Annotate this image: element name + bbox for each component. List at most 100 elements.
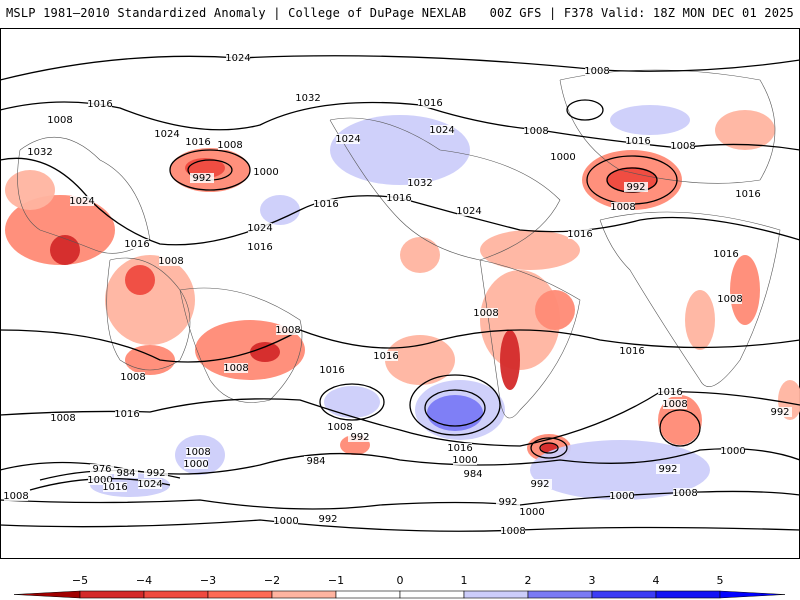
isobar-label: 1016 (625, 136, 650, 147)
isobar-label: 1016 (87, 99, 112, 110)
isobar-label: 1032 (27, 147, 52, 158)
isobar-label: 1008 (500, 526, 525, 537)
isobar-label: 1008 (717, 294, 742, 305)
isobar-label: 1016 (102, 482, 127, 493)
isobar-label: 1032 (407, 178, 432, 189)
isobar-label: 992 (658, 464, 677, 475)
isobar-label: 1000 (609, 491, 634, 502)
isobar-label: 1008 (327, 422, 352, 433)
anomaly-region (480, 230, 580, 270)
colorbar-tick-label: −2 (264, 574, 280, 587)
anomaly-region (50, 235, 80, 265)
colorbar-bin (463, 590, 529, 599)
colorbar-tick-label: −4 (136, 574, 152, 587)
anomaly-region (324, 386, 380, 418)
isobar-label: 1008 (50, 413, 75, 424)
isobar-label: 1016 (735, 189, 760, 200)
isobar-label: 984 (463, 469, 482, 480)
colorbar-bin (143, 590, 209, 599)
isobar-label: 992 (350, 432, 369, 443)
isobar-label: 1008 (3, 491, 28, 502)
isobar-label: 1016 (619, 346, 644, 357)
isobar-label: 992 (192, 173, 211, 184)
coastlines (17, 69, 781, 419)
isobar-label: 1008 (47, 115, 72, 126)
isobar-label: 1000 (87, 475, 112, 486)
colorbar-bin (79, 590, 145, 599)
isobar-label: 992 (626, 182, 645, 193)
isobar-label: 1016 (417, 98, 442, 109)
isobar-label: 1008 (662, 399, 687, 410)
colorbar-tick-label: 5 (717, 574, 724, 587)
isobar-label: 1008 (185, 447, 210, 458)
isobar-label: 1000 (452, 455, 477, 466)
colorbar-tick-label: 0 (397, 574, 404, 587)
anomaly-region (500, 330, 520, 390)
isobar-label: 1000 (253, 167, 278, 178)
anomaly-region (5, 170, 55, 210)
isobar-label: 1024 (69, 196, 94, 207)
isobar-label: 1000 (183, 459, 208, 470)
isobar-label: 1008 (223, 363, 248, 374)
mslp-anomaly-map: 1024 1008 1016 1008 1032 1016 1024 1016 1008 1032… (0, 28, 800, 559)
isobar-label: 1008 (217, 140, 242, 151)
isobar-label: 1000 (519, 507, 544, 518)
anomaly-region (400, 237, 440, 273)
colorbar-bin (335, 590, 401, 599)
colorbar-tick-label: 1 (461, 574, 468, 587)
colorbar-tick-label: 4 (653, 574, 660, 587)
anomaly-region (125, 345, 175, 375)
map-title: MSLP 1981–2010 Standardized Anomaly | Co… (6, 6, 467, 20)
isobar-label: 1016 (373, 351, 398, 362)
anomaly-region (480, 270, 560, 370)
isobar-label: 1016 (185, 137, 210, 148)
anomaly-region (5, 195, 115, 265)
colorbar-tick-label: −1 (328, 574, 344, 587)
isobar-label: 1000 (273, 516, 298, 527)
isobar-label: 992 (318, 514, 337, 525)
isobar-label: 984 (116, 468, 135, 479)
colorbar-bin (399, 590, 465, 599)
isobar-label: 1016 (114, 409, 139, 420)
isobar-label: 1016 (386, 193, 411, 204)
colorbar-extend-high (719, 590, 786, 599)
isobars (0, 55, 800, 532)
colorbar: −5 −4 −3 −2 −1 0 1 2 3 4 5 (13, 574, 786, 599)
isobar-label: 1024 (456, 206, 481, 217)
isobar-label: 1024 (247, 223, 272, 234)
anomaly-region (610, 105, 690, 135)
anomaly-region (535, 290, 575, 330)
isobar-label: 1016 (447, 443, 472, 454)
anomaly-region (530, 440, 710, 500)
colorbar-bin (591, 590, 657, 599)
isobar-label: 1008 (610, 202, 635, 213)
colorbar-bin (655, 590, 721, 599)
isobar-label: 992 (498, 497, 517, 508)
isobar-label: 1008 (275, 325, 300, 336)
anomaly-region (125, 265, 155, 295)
isobar-label: 1000 (550, 152, 575, 163)
colorbar-bin (271, 590, 337, 599)
isobar-label: 976 (92, 464, 111, 475)
isobar-label: 1016 (567, 229, 592, 240)
anomaly-region (105, 255, 195, 345)
colorbar-tick-label: 2 (525, 574, 532, 587)
isobar-label: 992 (146, 468, 165, 479)
isobar-labels: 1024 1008 1016 1008 1032 1016 1024 1016 1008 1032… (3, 53, 792, 537)
isobar-label: 1016 (124, 239, 149, 250)
anomaly-region (427, 395, 483, 431)
isobar-label: 1016 (247, 242, 272, 253)
isobar-label: 1008 (672, 488, 697, 499)
isobar-label: 1008 (473, 308, 498, 319)
isobar-label: 984 (306, 456, 325, 467)
isobar-label: 1000 (720, 446, 745, 457)
colorbar-tick-label: −5 (72, 574, 88, 587)
colorbar-extend-low (13, 590, 81, 599)
isobar-label: 992 (770, 407, 789, 418)
isobar-label: 1016 (319, 365, 344, 376)
valid-time: 00Z GFS | F378 Valid: 18Z MON DEC 01 202… (489, 6, 794, 20)
colorbar-tick-label: 3 (589, 574, 596, 587)
isobar-label: 1024 (154, 129, 179, 140)
isobar-label: 1016 (713, 249, 738, 260)
isobar-label: 1024 (137, 479, 162, 490)
